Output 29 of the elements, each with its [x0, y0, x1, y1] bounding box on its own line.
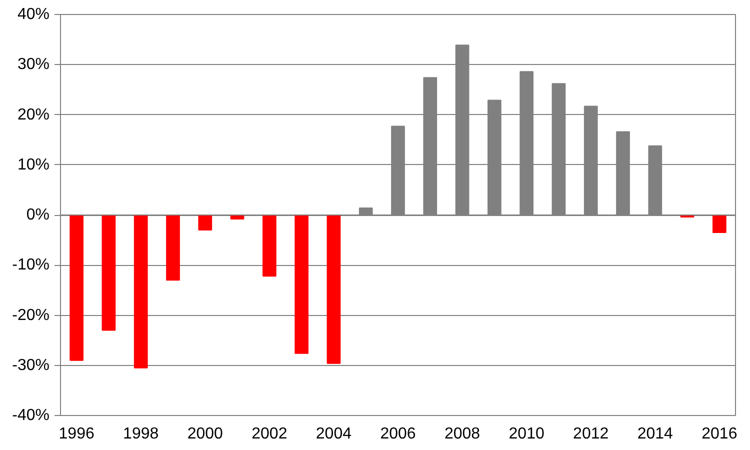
y-tick-label: -40% [12, 407, 50, 424]
x-tick-label: 2000 [187, 426, 224, 442]
y-tick-label: 20% [17, 106, 50, 124]
x-tick-label: 1998 [123, 426, 159, 442]
y-tick-label: 40% [17, 6, 50, 23]
bar [262, 214, 276, 277]
x-tick-label: 2010 [508, 426, 544, 442]
y-tick-label: -30% [12, 356, 50, 374]
x-tick-label: 2012 [573, 426, 609, 442]
bar [712, 214, 726, 234]
y-tick-label: 30% [17, 56, 50, 74]
bar [134, 214, 148, 368]
y-tick-label: 0% [26, 206, 50, 224]
x-tick-label: 2008 [444, 426, 480, 442]
bar [294, 214, 308, 354]
x-tick-label: 1996 [58, 426, 94, 442]
x-tick-label: 2006 [380, 426, 416, 442]
x-tick-label: 2002 [252, 426, 288, 442]
bar [198, 214, 212, 231]
bar [102, 214, 116, 331]
y-tick-label: -10% [12, 256, 50, 274]
bar [326, 214, 341, 364]
bar [70, 214, 84, 361]
bar [166, 214, 180, 281]
y-tick-label: -20% [12, 306, 50, 324]
y-tick-label: 10% [17, 156, 50, 174]
x-tick-label: 2016 [702, 426, 738, 442]
x-tick-label: 2004 [316, 426, 352, 442]
x-tick-label: 2014 [637, 426, 674, 442]
